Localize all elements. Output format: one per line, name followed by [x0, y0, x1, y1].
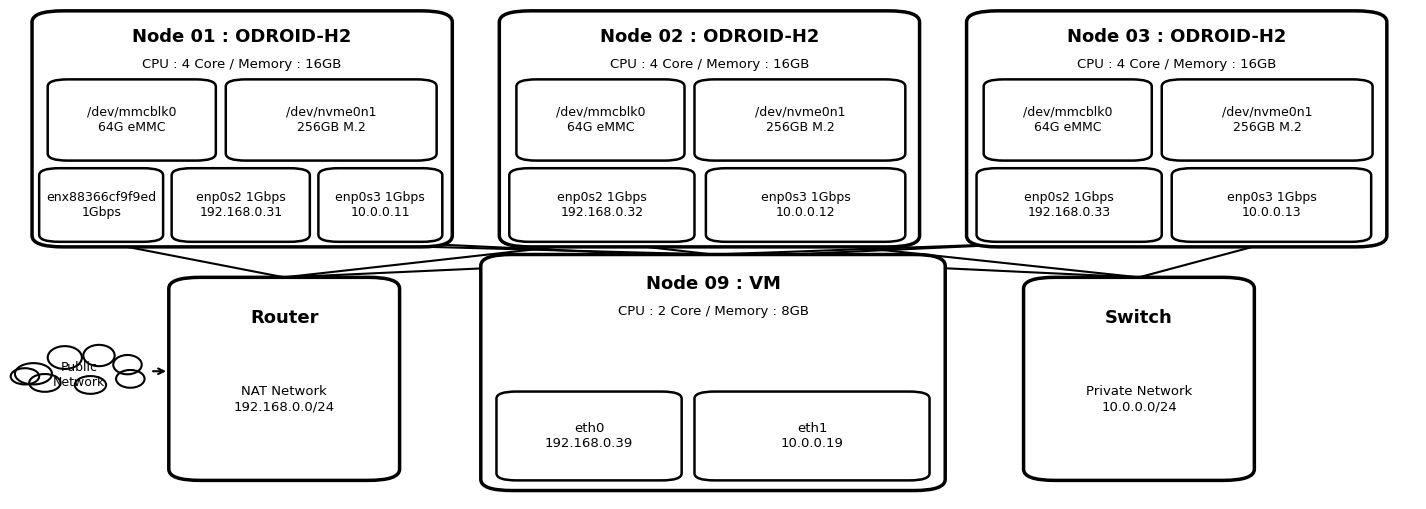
Text: Switch: Switch	[1105, 309, 1172, 327]
Ellipse shape	[14, 363, 51, 384]
Text: enp0s2 1Gbps
192.168.0.32: enp0s2 1Gbps 192.168.0.32	[558, 191, 647, 219]
FancyBboxPatch shape	[481, 254, 945, 491]
Ellipse shape	[29, 374, 60, 392]
Ellipse shape	[47, 346, 81, 369]
Text: CPU : 4 Core / Memory : 16GB: CPU : 4 Core / Memory : 16GB	[143, 58, 342, 71]
Text: CPU : 4 Core / Memory : 16GB: CPU : 4 Core / Memory : 16GB	[610, 58, 809, 71]
Text: enx88366cf9f9ed
1Gbps: enx88366cf9f9ed 1Gbps	[46, 191, 157, 219]
FancyBboxPatch shape	[496, 391, 682, 480]
Text: enp0s3 1Gbps
10.0.0.12: enp0s3 1Gbps 10.0.0.12	[760, 191, 850, 219]
FancyBboxPatch shape	[39, 168, 163, 242]
Text: enp0s3 1Gbps
10.0.0.13: enp0s3 1Gbps 10.0.0.13	[1226, 191, 1316, 219]
FancyBboxPatch shape	[31, 11, 452, 247]
Text: eth1
10.0.0.19: eth1 10.0.0.19	[780, 422, 843, 450]
Ellipse shape	[83, 345, 114, 366]
FancyBboxPatch shape	[509, 168, 694, 242]
Text: /dev/mmcblk0
64G eMMC: /dev/mmcblk0 64G eMMC	[556, 106, 645, 134]
Ellipse shape	[74, 376, 106, 394]
Ellipse shape	[113, 355, 141, 374]
FancyBboxPatch shape	[977, 168, 1162, 242]
FancyBboxPatch shape	[967, 11, 1387, 247]
Text: CPU : 2 Core / Memory : 8GB: CPU : 2 Core / Memory : 8GB	[617, 305, 809, 318]
FancyBboxPatch shape	[225, 79, 436, 161]
Text: Node 09 : VM: Node 09 : VM	[646, 275, 780, 293]
Text: Router: Router	[250, 309, 318, 327]
Text: Node 02 : ODROID-H2: Node 02 : ODROID-H2	[600, 28, 819, 46]
FancyBboxPatch shape	[1024, 277, 1255, 480]
FancyBboxPatch shape	[984, 79, 1152, 161]
Text: Node 03 : ODROID-H2: Node 03 : ODROID-H2	[1067, 28, 1286, 46]
Text: Public
Network: Public Network	[53, 361, 106, 389]
FancyBboxPatch shape	[47, 79, 215, 161]
Text: /dev/mmcblk0
64G eMMC: /dev/mmcblk0 64G eMMC	[87, 106, 177, 134]
Text: enp0s2 1Gbps
192.168.0.31: enp0s2 1Gbps 192.168.0.31	[195, 191, 285, 219]
Ellipse shape	[116, 370, 144, 388]
FancyBboxPatch shape	[171, 168, 309, 242]
FancyBboxPatch shape	[694, 391, 930, 480]
FancyBboxPatch shape	[318, 168, 442, 242]
Text: enp0s2 1Gbps
192.168.0.33: enp0s2 1Gbps 192.168.0.33	[1024, 191, 1114, 219]
Text: CPU : 4 Core / Memory : 16GB: CPU : 4 Core / Memory : 16GB	[1077, 58, 1276, 71]
FancyBboxPatch shape	[168, 277, 399, 480]
Text: enp0s3 1Gbps
10.0.0.11: enp0s3 1Gbps 10.0.0.11	[335, 191, 425, 219]
Text: /dev/nvme0n1
256GB M.2: /dev/nvme0n1 256GB M.2	[1222, 106, 1312, 134]
FancyBboxPatch shape	[1162, 79, 1373, 161]
Text: /dev/nvme0n1
256GB M.2: /dev/nvme0n1 256GB M.2	[287, 106, 376, 134]
Ellipse shape	[10, 368, 39, 384]
Text: Node 01 : ODROID-H2: Node 01 : ODROID-H2	[133, 28, 352, 46]
Text: Private Network
10.0.0.0/24: Private Network 10.0.0.0/24	[1085, 385, 1192, 413]
Text: /dev/mmcblk0
64G eMMC: /dev/mmcblk0 64G eMMC	[1022, 106, 1112, 134]
FancyBboxPatch shape	[1172, 168, 1372, 242]
FancyBboxPatch shape	[694, 79, 906, 161]
Text: eth0
192.168.0.39: eth0 192.168.0.39	[545, 422, 633, 450]
Text: NAT Network
192.168.0.0/24: NAT Network 192.168.0.0/24	[234, 385, 335, 413]
FancyBboxPatch shape	[516, 79, 684, 161]
FancyBboxPatch shape	[706, 168, 906, 242]
Text: /dev/nvme0n1
256GB M.2: /dev/nvme0n1 256GB M.2	[754, 106, 846, 134]
FancyBboxPatch shape	[499, 11, 920, 247]
